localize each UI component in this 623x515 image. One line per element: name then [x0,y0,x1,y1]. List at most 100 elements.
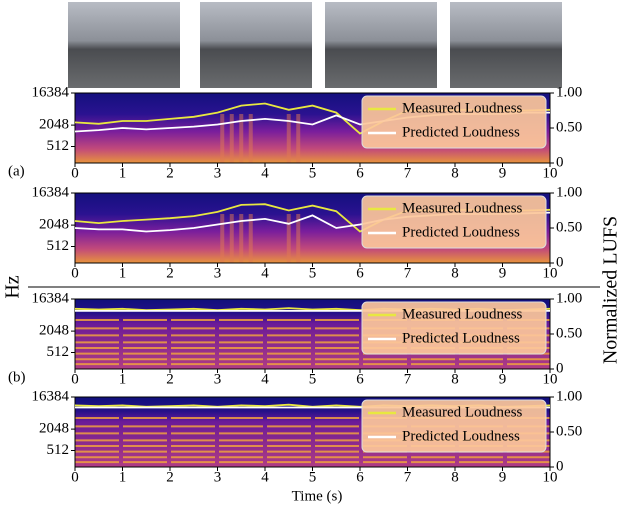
x-tick-label: 1 [119,265,127,281]
burst [239,114,244,163]
burst [248,114,253,163]
burst [239,214,244,263]
x-tick-label: 7 [404,165,412,181]
x-tick-label: 2 [166,371,174,387]
y2-tick-label: 0 [556,458,564,474]
x-tick-label: 8 [451,165,459,181]
y-tick-label: 2048 [39,117,69,133]
y-tick-label: 512 [47,138,70,154]
x-tick-label: 5 [309,265,317,281]
x-tick-label: 8 [451,265,459,281]
burst [248,214,253,263]
y-tick-label: 16384 [32,84,70,100]
y-tick-label: 512 [47,344,70,360]
frame [68,2,180,88]
burst [286,114,291,163]
burst [229,114,234,163]
y2-tick-label: 1.00 [556,388,582,404]
video-frames [68,2,562,88]
y2-tick-label: 0.50 [556,119,582,135]
x-tick-label: 5 [309,469,317,485]
x-tick-label: 7 [404,265,412,281]
y2-tick-label: 1.00 [556,84,582,100]
burst [220,114,225,163]
x-tick-label: 7 [404,469,412,485]
x-tick-label: 6 [356,371,364,387]
y2-tick-label: 0.50 [556,219,582,235]
panel: 0 1 2 3 4 5 6 7 8 9 10 512 2048 16384 0 0.50 1.00 Measure… [32,184,583,281]
y2-tick-label: 0.50 [556,423,582,439]
y2-axis-label: Normalized LUFS [600,216,622,364]
x-tick-label: 10 [543,371,558,387]
x-tick-label: 0 [71,165,79,181]
x-tick-label: 2 [166,265,174,281]
y-tick-label: 512 [47,238,70,254]
legend-box [361,95,547,149]
x-tick-label: 4 [261,165,269,181]
legend: Measured Loudness Predicted Loudness [361,399,547,453]
panel: 0 1 2 3 4 5 6 7 8 9 10 512 2048 16384 0 0.50 1.00 Measure… [32,388,583,485]
frame [450,2,562,88]
y-tick-label: 512 [47,442,70,458]
x-tick-label: 8 [451,371,459,387]
x-tick-label: 10 [543,265,558,281]
x-tick-label: 10 [543,469,558,485]
x-tick-label: 9 [499,265,507,281]
legend-box [361,399,547,453]
legend-box [361,301,547,355]
legend-box [361,195,547,249]
panel: 0 1 2 3 4 5 6 7 8 9 10 512 2048 16384 0 0.50 1.00 Measure… [32,290,583,387]
y-tick-label: 16384 [32,388,70,404]
y2-tick-label: 0 [556,154,564,170]
legend-label: Measured Loudness [402,200,523,216]
y-tick-label: 2048 [39,421,69,437]
legend-label: Predicted Loudness [402,330,520,346]
legend-label: Predicted Loudness [402,124,520,140]
y-tick-label: 2048 [39,323,69,339]
x-tick-label: 3 [214,165,222,181]
frame [325,2,437,88]
x-tick-label: 2 [166,165,174,181]
x-tick-label: 10 [543,165,558,181]
legend-label: Measured Loudness [402,404,523,420]
burst [286,214,291,263]
x-tick-label: 0 [71,469,79,485]
x-tick-label: 1 [119,165,127,181]
x-tick-label: 3 [214,469,222,485]
x-axis-label: Time (s) [292,488,343,504]
x-tick-label: 4 [261,371,269,387]
y-axis-label: Hz [2,275,24,298]
x-tick-label: 6 [356,469,364,485]
panel: 0 1 2 3 4 5 6 7 8 9 10 512 2048 16384 0 0.50 1.00 Measure… [32,84,583,181]
y2-tick-label: 1.00 [556,290,582,306]
x-tick-label: 7 [404,371,412,387]
x-tick-label: 5 [309,371,317,387]
x-tick-label: 0 [71,265,79,281]
x-tick-label: 9 [499,165,507,181]
x-tick-label: 0 [71,371,79,387]
y2-tick-label: 0 [556,360,564,376]
burst [229,214,234,263]
burst [220,214,225,263]
x-tick-label: 6 [356,165,364,181]
burst [296,114,301,163]
x-tick-label: 3 [214,265,222,281]
x-tick-label: 1 [119,469,127,485]
y-tick-label: 2048 [39,217,69,233]
legend-label: Predicted Loudness [402,428,520,444]
panel-label: (a) [8,163,25,179]
x-tick-label: 2 [166,469,174,485]
legend: Measured Loudness Predicted Loudness [361,195,547,249]
frame [200,2,312,88]
legend-label: Predicted Loudness [402,224,520,240]
panel-label: (b) [8,369,26,385]
x-tick-label: 9 [499,469,507,485]
x-tick-label: 3 [214,371,222,387]
burst [296,214,301,263]
legend-label: Measured Loudness [402,306,523,322]
legend: Measured Loudness Predicted Loudness [361,301,547,355]
y-tick-label: 16384 [32,290,70,306]
y2-tick-label: 0.50 [556,325,582,341]
x-tick-label: 4 [261,265,269,281]
y2-tick-label: 0 [556,254,564,270]
